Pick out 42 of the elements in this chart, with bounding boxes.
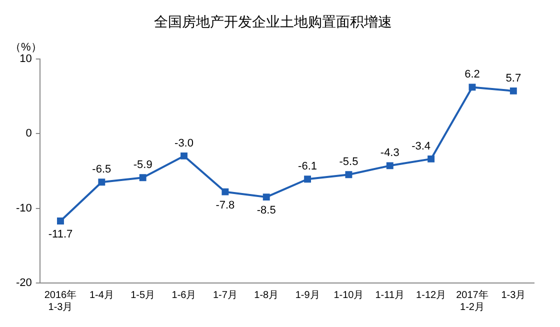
point xyxy=(304,176,312,183)
point xyxy=(262,194,270,201)
text: -6.1 xyxy=(298,160,318,173)
point xyxy=(386,162,394,170)
point xyxy=(468,84,476,91)
point xyxy=(180,152,188,160)
text: -7.8 xyxy=(216,199,235,212)
point xyxy=(139,174,146,182)
point xyxy=(222,188,229,196)
text: -6.5 xyxy=(92,164,112,176)
point xyxy=(57,217,64,224)
x-tick-label: 2017年 1-2月 xyxy=(456,288,488,313)
x-tick-label: 1-9月 xyxy=(295,290,320,301)
y-tick-label: -10 xyxy=(16,202,32,214)
x-tick-label: 1-5月 xyxy=(130,290,156,301)
text: -3.4 xyxy=(412,140,431,152)
y-axis-title: （%） xyxy=(10,41,42,54)
point xyxy=(345,171,352,178)
point xyxy=(510,87,517,94)
text: -11.7 xyxy=(48,228,73,241)
x-tick-label: 1-6月 xyxy=(172,290,196,301)
y-tick-label: -20 xyxy=(16,277,32,290)
text: -5.9 xyxy=(133,159,152,172)
x-tick-label: 1-7月 xyxy=(212,290,238,301)
x-tick-label: 1-11月 xyxy=(375,290,405,301)
x-tick-label: 1-8月 xyxy=(254,290,279,301)
text: -3.0 xyxy=(174,137,194,150)
x-tick-label: 1-4月 xyxy=(89,290,114,301)
point xyxy=(98,178,106,186)
text: 5.7 xyxy=(506,72,522,84)
text: -4.3 xyxy=(380,147,400,160)
y-tick-label: 0 xyxy=(26,128,32,140)
text: -8.5 xyxy=(256,204,276,217)
text: -5.5 xyxy=(339,156,358,168)
x-tick-label: 1-12月 xyxy=(416,290,446,301)
point xyxy=(428,155,435,162)
x-tick-label: 1-3月 xyxy=(501,290,526,301)
x-tick-label: 1-10月 xyxy=(334,290,364,301)
text: 6.2 xyxy=(464,68,480,81)
y-tick-label: 10 xyxy=(20,52,32,65)
chart-title: 全国房地产开发企业土地购置面积增速 xyxy=(154,13,392,30)
x-tick-label: 2016年 1-3月 xyxy=(44,288,77,313)
